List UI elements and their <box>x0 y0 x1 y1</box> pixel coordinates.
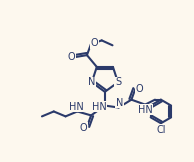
Text: HN: HN <box>69 102 84 112</box>
Text: HN: HN <box>92 102 106 112</box>
Text: Cl: Cl <box>156 125 166 135</box>
Text: O: O <box>67 52 75 62</box>
Text: N: N <box>116 98 123 108</box>
Text: O: O <box>135 84 143 94</box>
Text: S: S <box>115 77 121 87</box>
Text: O: O <box>91 38 99 48</box>
Text: HN: HN <box>138 104 152 115</box>
Text: O: O <box>79 123 87 133</box>
Text: N: N <box>88 77 95 87</box>
